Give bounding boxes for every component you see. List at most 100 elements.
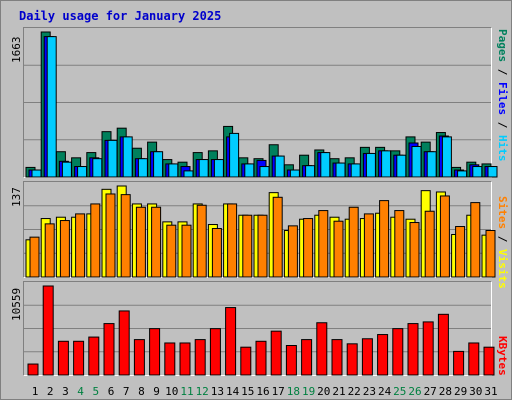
bar-sites-4	[75, 213, 86, 278]
bar-kbytes-8	[133, 339, 145, 376]
bar-kbytes-24	[377, 334, 389, 376]
bar-sites-1	[29, 236, 40, 278]
bar-sites-12	[196, 204, 207, 278]
bar-sites-13	[211, 228, 222, 278]
bar-sites-28	[439, 195, 450, 278]
bar-kbytes-5	[88, 336, 100, 376]
bar-kbytes-13	[209, 328, 221, 376]
bar-hits-29	[457, 170, 468, 178]
bar-kbytes-2	[42, 285, 54, 376]
bar-kbytes-25	[392, 328, 404, 376]
bar-sites-18	[287, 225, 298, 278]
x-tick-21: 21	[332, 385, 345, 398]
x-tick-12: 12	[196, 385, 209, 398]
x-tick-3: 3	[62, 385, 69, 398]
x-tick-7: 7	[123, 385, 130, 398]
bar-kbytes-19	[301, 339, 313, 376]
bar-hits-10	[168, 163, 179, 178]
x-tick-14: 14	[226, 385, 240, 398]
bar-kbytes-26	[407, 323, 419, 376]
bar-kbytes-12	[194, 339, 206, 376]
bar-kbytes-9	[149, 328, 161, 376]
bar-kbytes-31	[483, 346, 495, 376]
bar-kbytes-1	[27, 363, 39, 376]
bar-hits-26	[411, 145, 422, 178]
x-tick-24: 24	[378, 385, 392, 398]
x-tick-29: 29	[454, 385, 467, 398]
bar-sites-17	[272, 196, 283, 278]
bar-hits-25	[396, 154, 407, 178]
bar-sites-29	[455, 226, 466, 278]
x-tick-17: 17	[272, 385, 285, 398]
bar-sites-31	[485, 230, 496, 278]
bar-hits-28	[441, 136, 452, 178]
bar-kbytes-23	[361, 338, 373, 376]
bar-hits-23	[365, 152, 376, 178]
x-tick-30: 30	[469, 385, 482, 398]
bar-hits-8	[137, 158, 148, 178]
bar-kbytes-7	[118, 310, 130, 376]
bar-sites-25	[394, 210, 405, 278]
bar-kbytes-10	[164, 342, 176, 376]
bar-hits-18	[289, 169, 300, 178]
bar-sites-9	[151, 206, 162, 278]
chart-title: Daily usage for January 2025	[19, 9, 222, 23]
x-tick-4: 4	[77, 385, 84, 398]
bar-hits-7	[122, 136, 133, 178]
bar-hits-11	[183, 170, 194, 178]
bar-kbytes-14	[225, 307, 237, 376]
x-tick-16: 16	[256, 385, 269, 398]
bar-sites-15	[242, 214, 253, 278]
bar-kbytes-6	[103, 323, 115, 376]
bar-kbytes-29	[453, 350, 465, 376]
x-tick-1: 1	[32, 385, 39, 398]
bar-hits-9	[153, 151, 164, 178]
bar-hits-16	[259, 166, 270, 178]
x-tick-28: 28	[439, 385, 452, 398]
bar-kbytes-28	[437, 313, 449, 376]
x-tick-15: 15	[241, 385, 254, 398]
x-tick-9: 9	[153, 385, 160, 398]
bar-sites-21	[333, 220, 344, 278]
bar-sites-11	[181, 224, 192, 278]
bar-sites-6	[105, 193, 116, 278]
x-tick-13: 13	[211, 385, 224, 398]
bar-hits-13	[213, 159, 224, 178]
bar-sites-10	[166, 224, 177, 278]
bar-hits-27	[426, 151, 437, 178]
bar-sites-19	[303, 218, 314, 278]
bar-kbytes-4	[73, 340, 85, 376]
bar-kbytes-21	[331, 339, 343, 376]
x-tick-10: 10	[165, 385, 178, 398]
bar-sites-16	[257, 214, 268, 278]
bar-hits-14	[229, 132, 240, 178]
x-tick-19: 19	[302, 385, 315, 398]
bar-sites-8	[135, 206, 146, 278]
bar-kbytes-3	[57, 340, 69, 376]
bar-kbytes-20	[316, 322, 328, 376]
bar-sites-27	[424, 210, 435, 278]
bar-kbytes-16	[255, 340, 267, 376]
bar-sites-7	[120, 194, 131, 278]
bar-kbytes-17	[270, 330, 282, 376]
bar-hits-15	[244, 163, 255, 178]
bar-hits-17	[274, 155, 285, 178]
x-tick-23: 23	[363, 385, 376, 398]
bar-sites-2	[44, 223, 55, 278]
x-tick-18: 18	[287, 385, 300, 398]
bar-sites-26	[409, 222, 420, 278]
bar-hits-24	[381, 150, 392, 178]
bar-kbytes-18	[285, 344, 297, 376]
bar-sites-23	[363, 213, 374, 278]
x-tick-20: 20	[317, 385, 330, 398]
bar-sites-30	[470, 202, 481, 278]
bar-hits-19	[305, 165, 316, 178]
bar-kbytes-30	[468, 342, 480, 376]
bar-hits-6	[107, 139, 118, 178]
x-tick-5: 5	[92, 385, 99, 398]
bar-hits-3	[61, 161, 72, 178]
bar-hits-1	[31, 169, 42, 178]
bar-sites-20	[318, 210, 329, 278]
